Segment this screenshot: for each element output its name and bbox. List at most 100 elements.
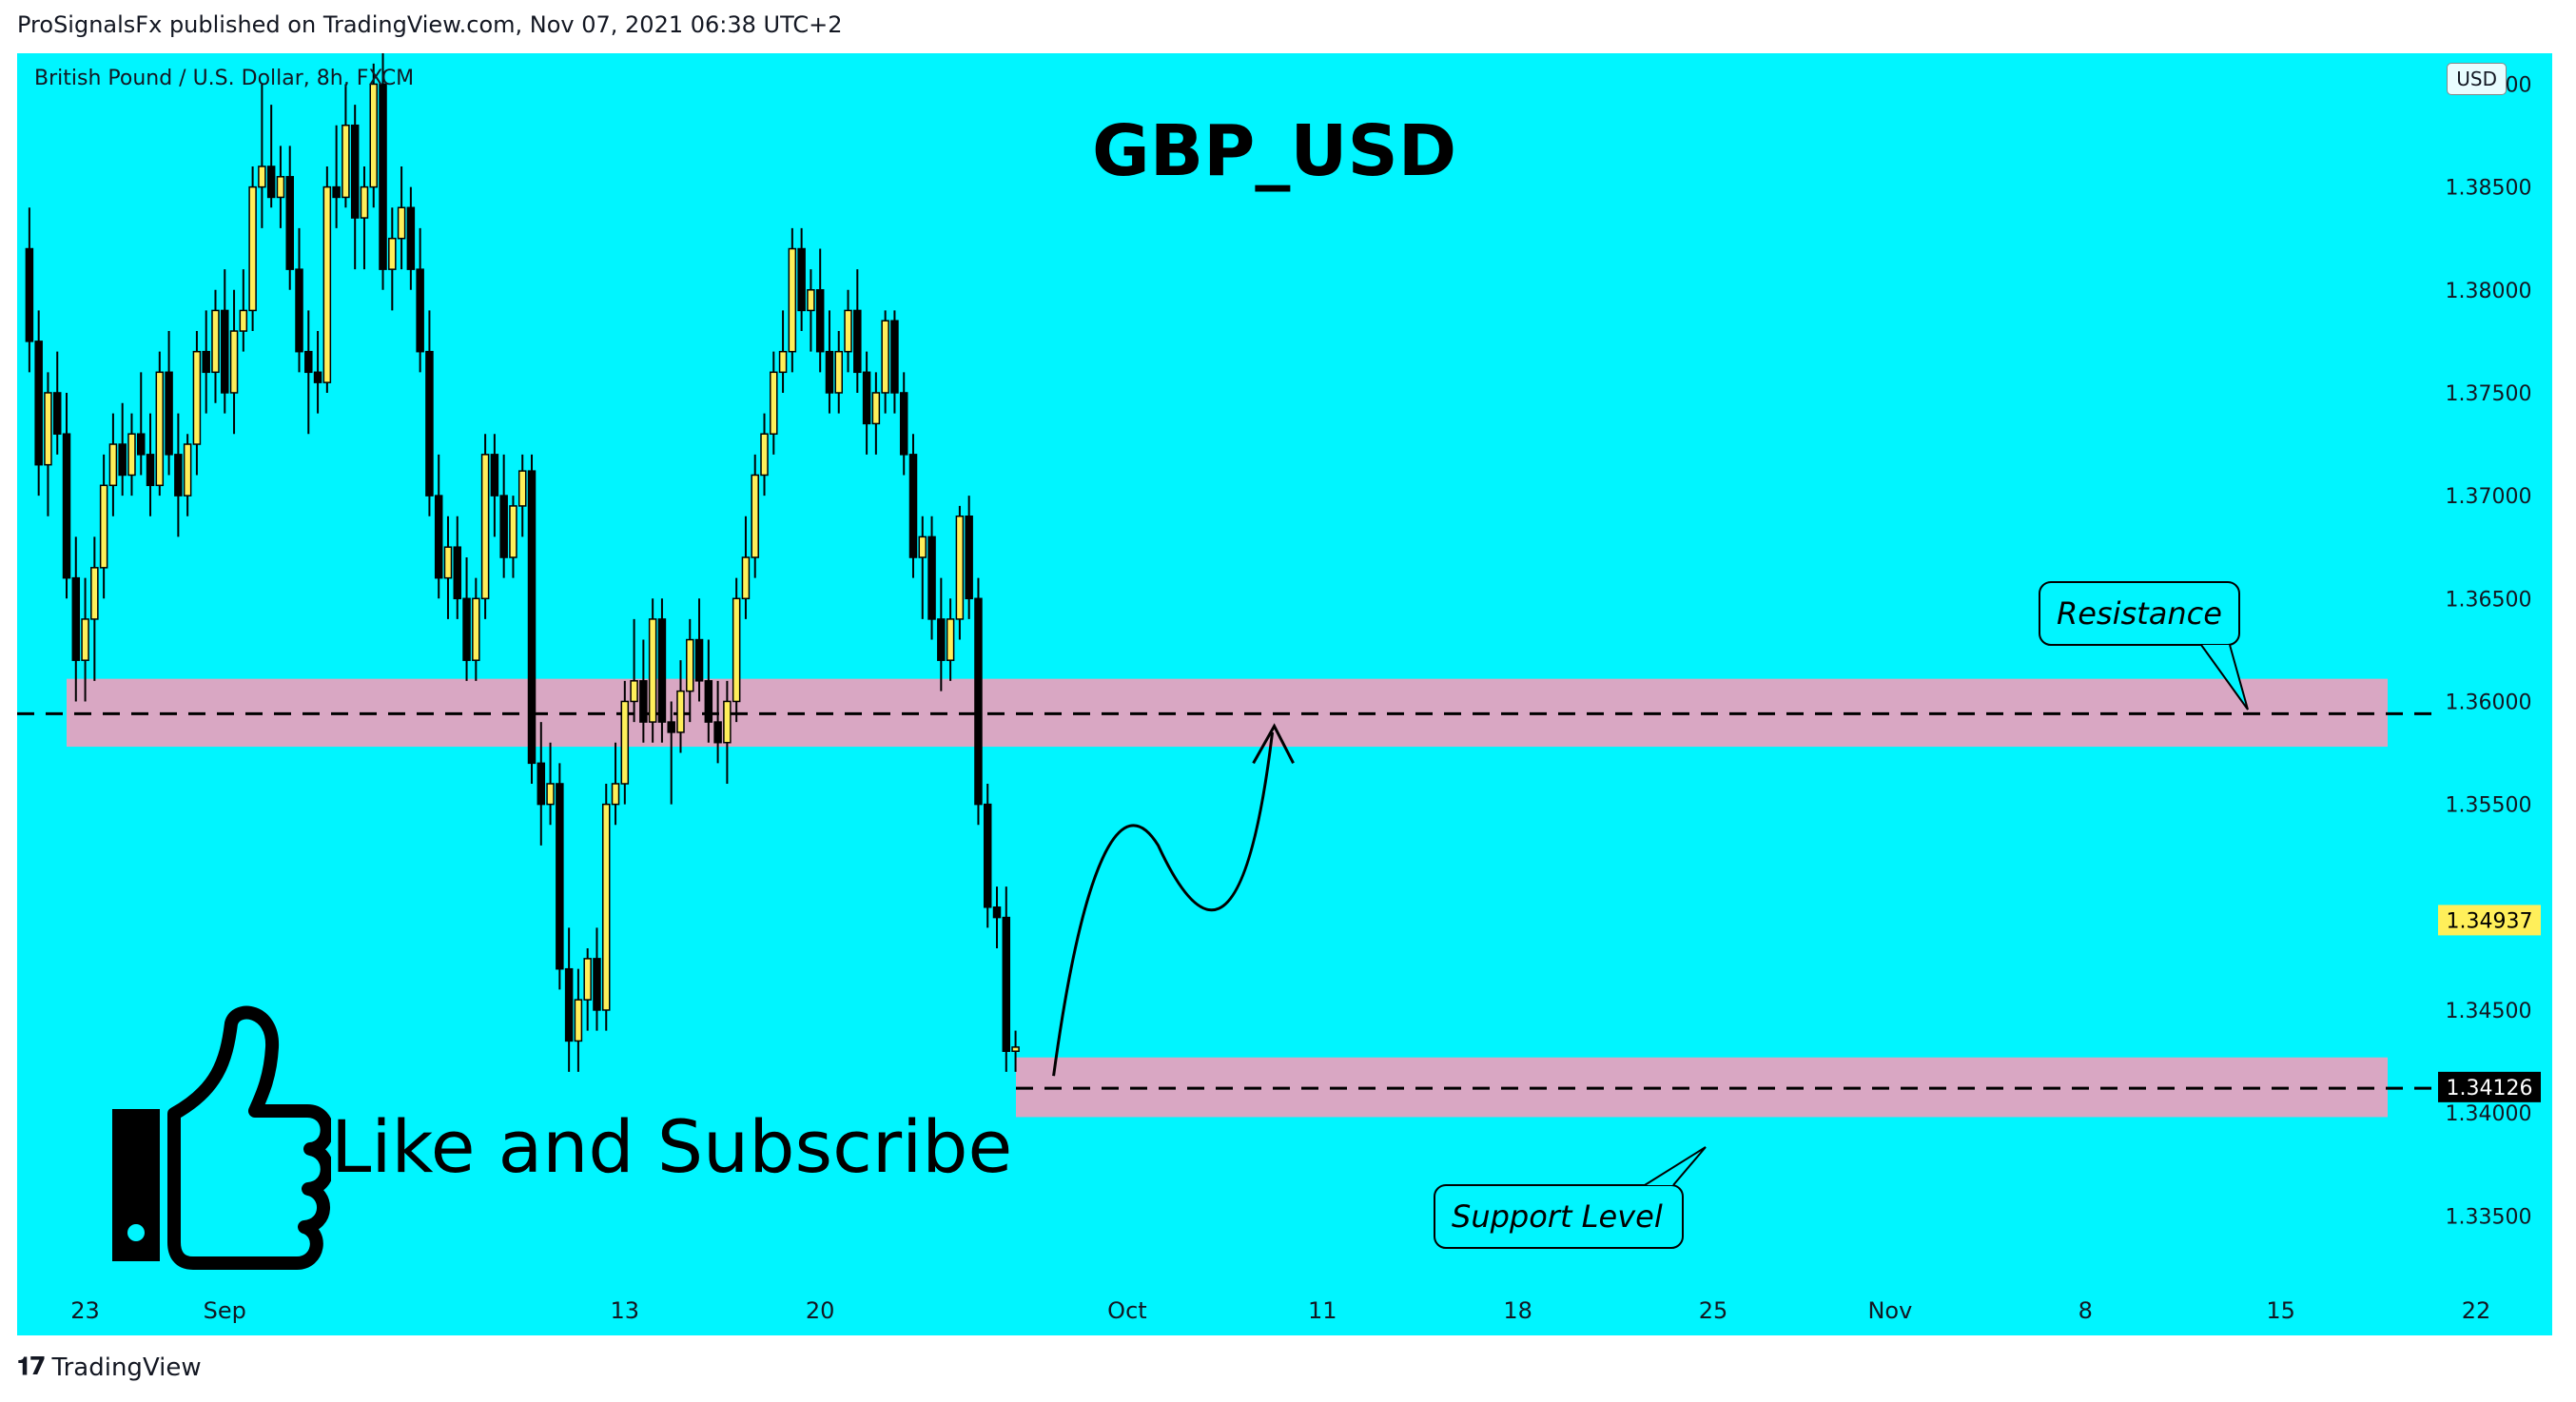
candle-body <box>52 392 62 435</box>
candle-body <box>1002 916 1011 1052</box>
candle-body <box>266 166 276 199</box>
candle-body <box>369 83 378 188</box>
candle-body <box>221 309 229 394</box>
candle-body <box>174 454 183 497</box>
candle-body <box>694 638 704 682</box>
forecast-arrow-head <box>1252 723 1295 765</box>
price-label-text: 1.34126 <box>2447 1077 2533 1100</box>
svg-text:Support Level: Support Level <box>1452 1198 1663 1235</box>
brand-label: TradingView <box>51 1353 202 1382</box>
svg-text:Resistance: Resistance <box>2057 595 2222 632</box>
candle-body <box>434 495 443 579</box>
y-tick-label: 1.34000 <box>2446 1102 2532 1126</box>
currency-badge[interactable]: USD <box>2447 63 2507 95</box>
candle-body <box>71 576 81 661</box>
candle-body <box>44 392 52 466</box>
candle-body <box>723 700 732 744</box>
x-tick-label: 18 <box>1503 1297 1532 1324</box>
chart-title: GBP_USD <box>1092 110 1457 192</box>
tradingview-brand[interactable]: 𝟏7 TradingView <box>17 1353 202 1382</box>
candle-body <box>462 597 471 661</box>
candle-body <box>304 350 313 374</box>
candle-body <box>741 556 751 600</box>
candle-body <box>81 618 89 661</box>
x-tick-label: 20 <box>806 1297 835 1324</box>
candle-body <box>350 124 360 219</box>
candle-body <box>332 185 341 199</box>
candle-body <box>918 535 927 558</box>
tradingview-logo-icon: 𝟏7 <box>17 1353 47 1381</box>
candle-body <box>853 309 862 374</box>
support-callout: Support Level <box>1434 1146 1707 1249</box>
candle-body <box>788 247 797 353</box>
candle-body <box>342 124 350 199</box>
y-tick-label: 1.34500 <box>2446 1000 2532 1023</box>
candle-body <box>34 341 43 466</box>
y-tick-label: 1.33500 <box>2446 1205 2532 1229</box>
candle-body <box>834 350 843 394</box>
candle-body <box>686 638 694 692</box>
candle-body <box>276 176 285 199</box>
candle-body <box>871 392 881 425</box>
price-label-text: 1.34937 <box>2447 909 2533 933</box>
candle-body <box>983 803 992 908</box>
y-tick-label: 1.36500 <box>2446 588 2532 612</box>
like-subscribe-text: Like and Subscribe <box>331 1104 1013 1189</box>
candle-body <box>630 680 638 703</box>
candle-body <box>602 803 611 1011</box>
candle-body <box>965 516 973 600</box>
x-tick-label: 8 <box>2078 1297 2093 1324</box>
candle-body <box>322 185 332 383</box>
candle-body <box>546 783 555 806</box>
candle-body <box>732 597 741 703</box>
candle-body <box>992 906 1002 919</box>
candle-body <box>825 350 834 394</box>
candle-body <box>62 433 71 579</box>
candle-body <box>676 690 685 733</box>
candle-body <box>202 350 210 374</box>
candle-body <box>406 206 416 270</box>
candle-body <box>704 680 713 723</box>
candle-body <box>229 330 239 394</box>
candle-body <box>908 454 918 558</box>
candle-body <box>155 371 165 487</box>
y-tick-label: 1.37000 <box>2446 485 2532 509</box>
x-tick-label: Oct <box>1107 1297 1147 1324</box>
candle-body <box>974 597 983 806</box>
candle-body <box>25 247 34 342</box>
candle-body <box>397 206 406 240</box>
candle-body <box>388 237 397 270</box>
y-tick-label: 1.35500 <box>2446 794 2532 818</box>
publisher-line: ProSignalsFx published on TradingView.co… <box>17 11 843 38</box>
price-label-box <box>2438 1071 2541 1102</box>
candle-body <box>639 680 648 723</box>
candle-body <box>955 516 965 620</box>
candle-body <box>946 618 955 661</box>
candle-body <box>657 618 667 723</box>
candle-body <box>927 535 936 620</box>
candle-body <box>1011 1046 1020 1052</box>
candle-body <box>899 392 908 456</box>
candle-body <box>453 546 462 600</box>
candle-body <box>527 470 537 765</box>
candle-body <box>416 268 424 353</box>
candle-body <box>890 320 899 394</box>
candle-body <box>146 454 155 487</box>
candle-body <box>313 371 322 383</box>
forecast-path <box>1052 731 1275 1077</box>
candle-body <box>490 454 499 497</box>
candle-body <box>295 268 303 353</box>
candle-body <box>760 433 769 477</box>
candle-body <box>713 721 722 744</box>
candle-body <box>797 247 806 312</box>
candle-body <box>807 289 815 312</box>
candle-body <box>574 999 583 1042</box>
candle-body <box>844 309 852 353</box>
candle-body <box>937 618 946 661</box>
candle-body <box>108 443 118 487</box>
candle-body <box>667 721 675 733</box>
candle-body <box>537 762 546 806</box>
candle-body <box>258 166 266 188</box>
candle-body <box>239 309 248 332</box>
